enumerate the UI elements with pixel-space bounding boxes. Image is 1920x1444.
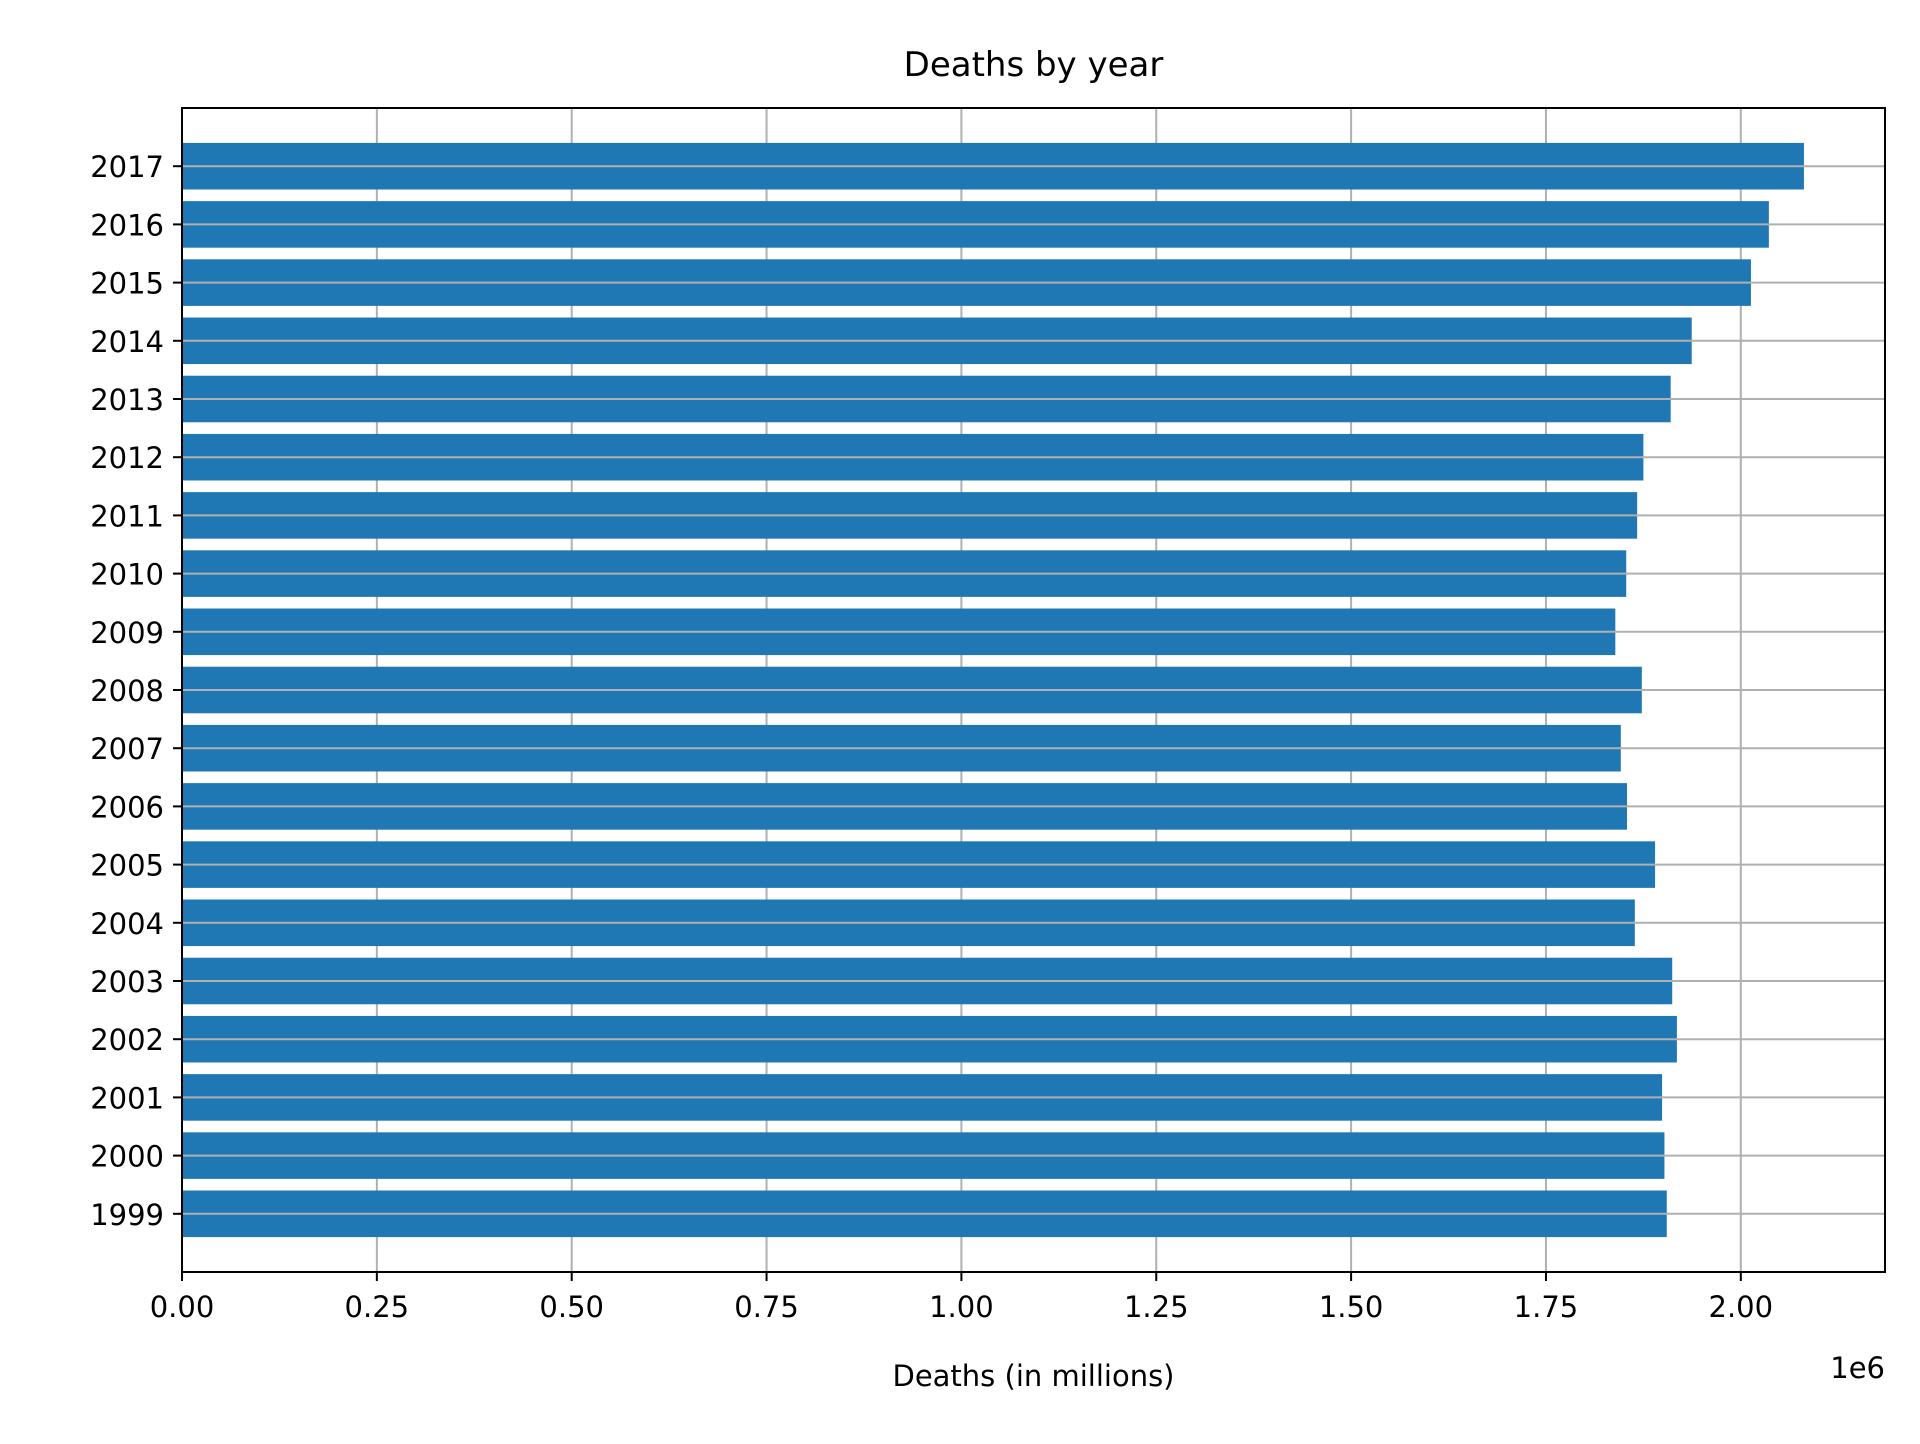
- x-tick-label: 0.00: [150, 1290, 215, 1324]
- y-tick-label-2014: 2014: [90, 325, 164, 359]
- y-tick-label-2013: 2013: [90, 383, 164, 417]
- x-axis-label: Deaths (in millions): [892, 1359, 1174, 1393]
- y-tick-label-1999: 1999: [90, 1198, 164, 1232]
- y-tick-label-2001: 2001: [90, 1081, 164, 1115]
- y-tick-label-2016: 2016: [90, 208, 164, 242]
- x-tick-label: 2.00: [1709, 1290, 1774, 1324]
- x-axis-offset-label: 1e6: [1830, 1351, 1885, 1385]
- y-tick-label-2015: 2015: [90, 267, 164, 301]
- horizontal-grid-lines: [182, 165, 1885, 1215]
- y-tick-label-2002: 2002: [90, 1023, 164, 1057]
- y-tick-label-2010: 2010: [90, 558, 164, 592]
- y-tick-label-2012: 2012: [90, 441, 164, 475]
- x-tick-label: 1.00: [929, 1290, 994, 1324]
- y-tick-label-2000: 2000: [90, 1140, 164, 1174]
- x-tick-label: 1.50: [1319, 1290, 1384, 1324]
- x-axis-ticks: 0.00 0.25 0.50 0.75 1.00 1.25 1.50 1.75 2.00: [150, 1272, 1773, 1324]
- y-tick-label-2006: 2006: [90, 790, 164, 824]
- y-tick-label-2004: 2004: [90, 907, 164, 941]
- y-tick-label-2005: 2005: [90, 849, 164, 883]
- x-tick-label: 0.75: [734, 1290, 799, 1324]
- chart-title: Deaths by year: [904, 45, 1164, 85]
- y-tick-label-2003: 2003: [90, 965, 164, 999]
- x-tick-label: 0.50: [539, 1290, 604, 1324]
- x-tick-label: 0.25: [345, 1290, 410, 1324]
- y-tick-label-2009: 2009: [90, 616, 164, 650]
- y-tick-label-2017: 2017: [90, 150, 164, 184]
- x-tick-label: 1.75: [1514, 1290, 1579, 1324]
- y-tick-label-2011: 2011: [90, 499, 164, 533]
- y-tick-label-2007: 2007: [90, 732, 164, 766]
- y-axis-ticks: 1999 2000 2001 2002 2003 2004 2005 2006 2007 2008…: [90, 150, 182, 1232]
- y-tick-label-2008: 2008: [90, 674, 164, 708]
- x-tick-label: 1.25: [1124, 1290, 1189, 1324]
